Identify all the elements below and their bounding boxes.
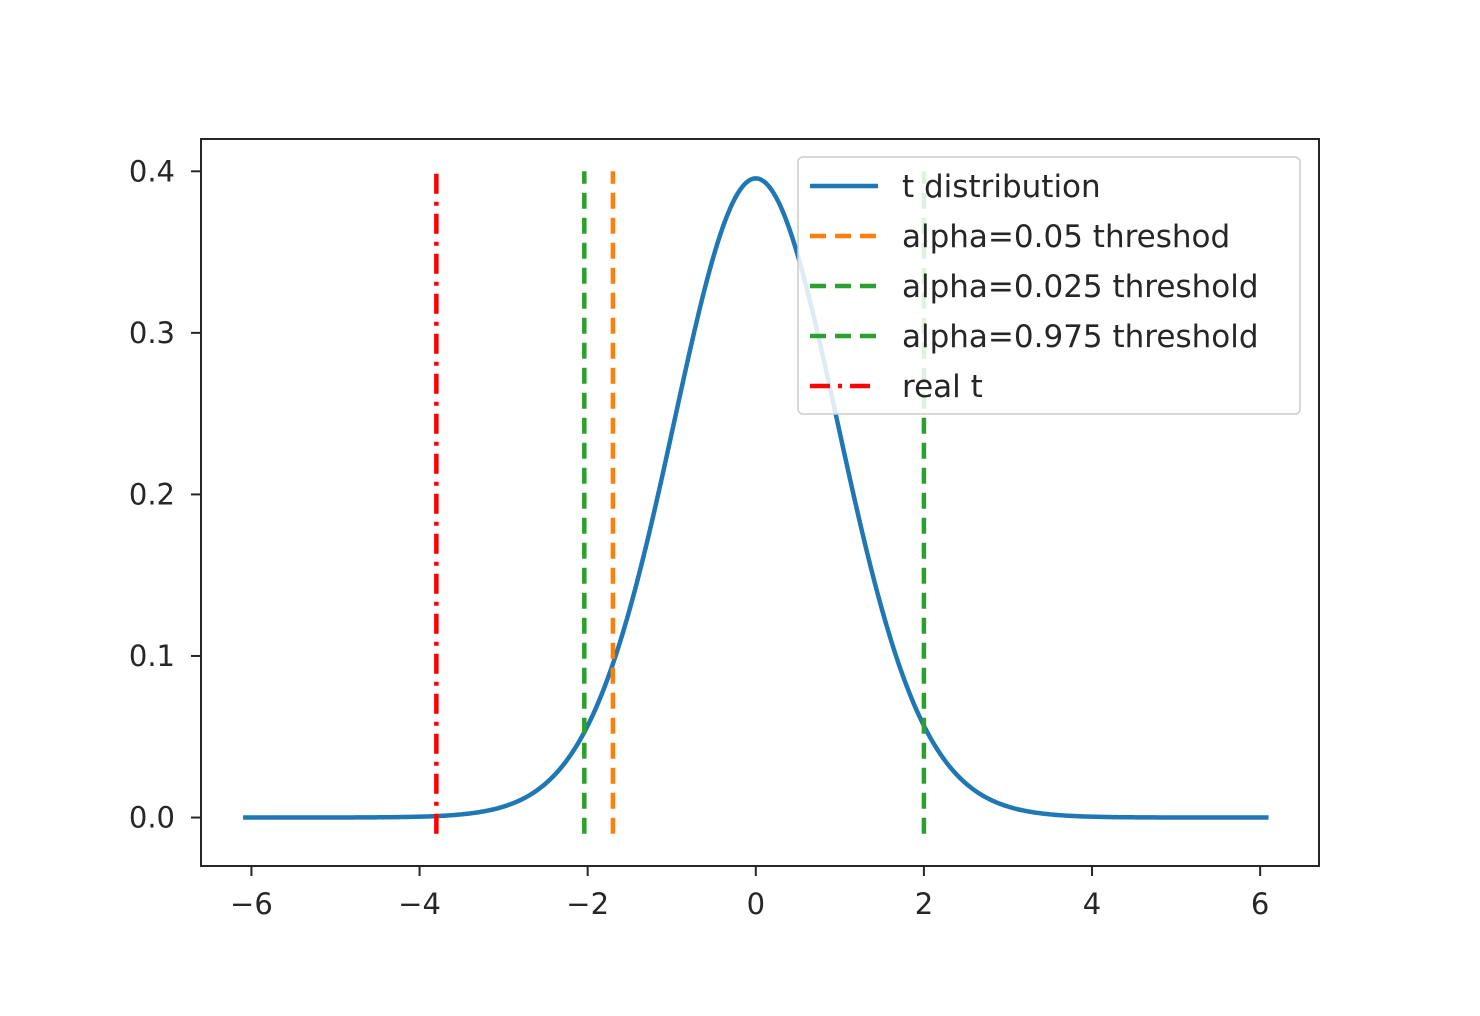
legend: t distribution alpha=0.05 threshod alpha… — [797, 156, 1301, 415]
y-tick-label: 0.1 — [129, 639, 175, 673]
x-tick-label: 6 — [1251, 887, 1269, 921]
x-tick-label: −6 — [230, 887, 273, 921]
legend-entry-alpha-0-05: alpha=0.05 threshod — [810, 219, 1230, 255]
x-tick-label: −4 — [398, 887, 441, 921]
x-tick-label: 2 — [915, 887, 933, 921]
legend-label-alpha-0-975: alpha=0.975 threshold — [902, 319, 1259, 355]
legend-entry-t-distribution: t distribution — [810, 169, 1101, 205]
y-tick-label: 0.2 — [129, 477, 175, 511]
axes-frame — [200, 138, 1320, 867]
series-line-t-distribution — [243, 176, 1269, 820]
plot-area — [243, 171, 1269, 834]
x-tick-label: 0 — [747, 887, 765, 921]
y-axis: 0.0 0.1 0.2 0.3 0.4 — [129, 154, 201, 835]
y-tick-label: 0.4 — [129, 154, 175, 188]
x-tick-label: 4 — [1083, 887, 1101, 921]
legend-label-t-distribution: t distribution — [902, 169, 1101, 205]
legend-entry-alpha-0-975: alpha=0.975 threshold — [810, 319, 1259, 355]
legend-entry-real-t: real t — [810, 369, 983, 405]
y-tick-label: 0.0 — [129, 801, 175, 835]
x-axis: −6 −4 −2 0 2 4 6 — [230, 866, 1269, 921]
legend-label-real-t: real t — [902, 369, 983, 405]
legend-label-alpha-0-025: alpha=0.025 threshold — [902, 269, 1259, 305]
legend-box — [797, 156, 1301, 415]
x-tick-label: −2 — [566, 887, 609, 921]
legend-label-alpha-0-05: alpha=0.05 threshod — [902, 219, 1230, 255]
legend-entry-alpha-0-025: alpha=0.025 threshold — [810, 269, 1259, 305]
y-tick-label: 0.3 — [129, 316, 175, 350]
